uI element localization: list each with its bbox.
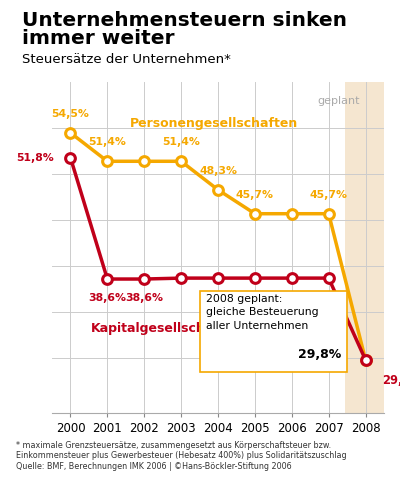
Text: Einkommensteuer plus Gewerbesteuer (Hebesatz 400%) plus Solidaritätszuschlag: Einkommensteuer plus Gewerbesteuer (Hebe… <box>16 451 347 460</box>
Text: Unternehmensteuern sinken: Unternehmensteuern sinken <box>22 11 347 30</box>
Text: 29,8%: 29,8% <box>298 348 342 361</box>
Text: 54,5%: 54,5% <box>52 109 89 119</box>
Text: 48,3%: 48,3% <box>199 166 237 176</box>
Text: 45,7%: 45,7% <box>236 190 274 200</box>
Text: Steuersätze der Unternehmen*: Steuersätze der Unternehmen* <box>22 53 231 66</box>
Text: Quelle: BMF, Berechnungen IMK 2006 | ©Hans-Böckler-Stiftung 2006: Quelle: BMF, Berechnungen IMK 2006 | ©Ha… <box>16 462 292 471</box>
Bar <box>345 82 384 413</box>
Text: 29,8%: 29,8% <box>382 374 400 387</box>
Text: 38,6%: 38,6% <box>88 293 126 303</box>
Text: 45,7%: 45,7% <box>310 190 348 200</box>
Text: 51,4%: 51,4% <box>162 137 200 147</box>
FancyBboxPatch shape <box>200 290 347 373</box>
Text: 51,8%: 51,8% <box>16 152 54 163</box>
Text: * maximale Grenzsteuersätze, zusammengesetzt aus Körperschaftsteuer bzw.: * maximale Grenzsteuersätze, zusammenges… <box>16 441 331 450</box>
Text: 51,4%: 51,4% <box>88 137 126 147</box>
Text: 38,7%: 38,7% <box>306 292 344 302</box>
Text: Personengesellschaften: Personengesellschaften <box>130 117 298 130</box>
Text: 38,6%: 38,6% <box>125 293 163 303</box>
Text: Kapitalgesellschaften: Kapitalgesellschaften <box>91 322 243 335</box>
Text: immer weiter: immer weiter <box>22 29 174 48</box>
Text: 2008 geplant:
gleiche Besteuerung
aller Unternehmen: 2008 geplant: gleiche Besteuerung aller … <box>206 294 318 331</box>
Text: 38,7%: 38,7% <box>199 292 237 302</box>
Text: geplant: geplant <box>318 96 360 106</box>
